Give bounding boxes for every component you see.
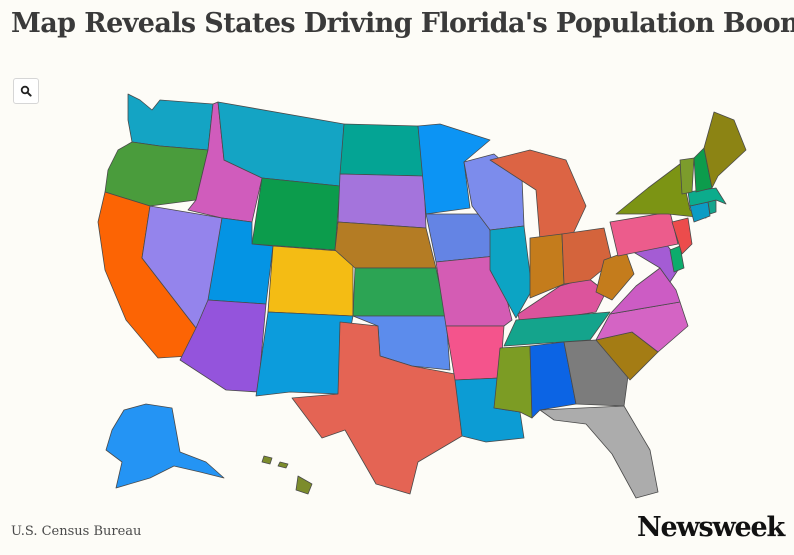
state-nebraska[interactable] bbox=[334, 221, 437, 269]
state-pennsylvania[interactable] bbox=[609, 211, 679, 257]
state-north-dakota[interactable] bbox=[339, 123, 425, 177]
search-icon bbox=[20, 85, 32, 97]
state-colorado[interactable] bbox=[267, 245, 354, 317]
state-massachusetts[interactable] bbox=[687, 187, 727, 207]
newsweek-logo: Newsweek bbox=[636, 512, 785, 543]
state-kansas[interactable] bbox=[352, 267, 447, 317]
state-new-jersey[interactable] bbox=[671, 217, 693, 255]
state-delaware[interactable] bbox=[669, 245, 685, 273]
state-alaska[interactable] bbox=[105, 403, 225, 489]
state-new-york[interactable] bbox=[615, 163, 707, 219]
state-hawaii[interactable] bbox=[261, 455, 313, 495]
state-arizona[interactable] bbox=[179, 299, 267, 393]
state-florida[interactable] bbox=[539, 405, 659, 499]
state-south-dakota[interactable] bbox=[337, 173, 427, 229]
state-michigan[interactable] bbox=[489, 149, 587, 241]
state-new-mexico[interactable] bbox=[255, 311, 354, 397]
state-wyoming[interactable] bbox=[251, 177, 341, 251]
source-credit: U.S. Census Bureau bbox=[11, 524, 142, 539]
state-maine[interactable] bbox=[703, 111, 747, 189]
search-button[interactable] bbox=[13, 78, 39, 104]
state-georgia[interactable] bbox=[563, 339, 629, 407]
state-alabama[interactable] bbox=[529, 341, 577, 419]
state-vermont[interactable] bbox=[679, 157, 695, 195]
state-mississippi[interactable] bbox=[493, 345, 533, 419]
state-illinois[interactable] bbox=[489, 225, 533, 319]
page-title: Map Reveals States Driving Florida's Pop… bbox=[11, 8, 794, 39]
state-washington[interactable] bbox=[127, 93, 214, 151]
state-arkansas[interactable] bbox=[445, 325, 505, 381]
state-texas[interactable] bbox=[291, 321, 463, 495]
